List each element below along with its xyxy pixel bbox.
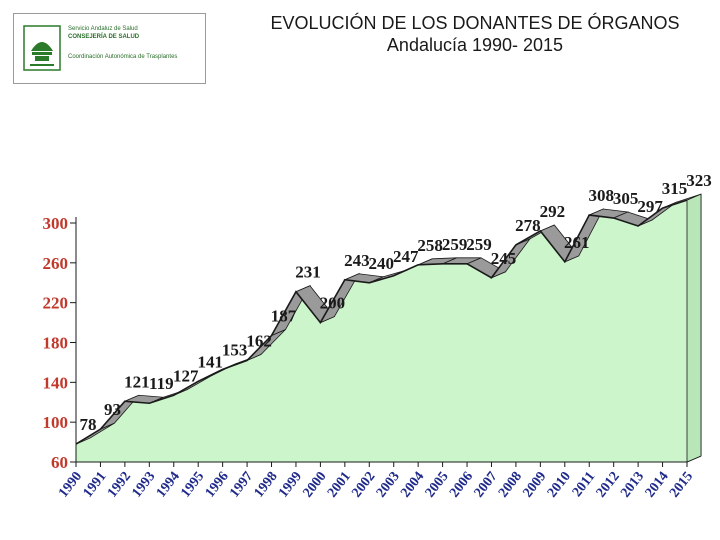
logo-box: Servicio Andaluz de Salud CONSEJERÍA DE … <box>13 13 206 84</box>
x-tick-label: 1991 <box>81 469 110 500</box>
x-tick-label: 2008 <box>496 469 525 500</box>
x-tick-label: 2000 <box>300 469 329 500</box>
data-value-label: 323 <box>686 171 712 190</box>
data-value-label: 240 <box>369 254 395 273</box>
data-value-label: 245 <box>491 249 517 268</box>
data-value-label: 141 <box>197 352 223 371</box>
x-tick-label: 2002 <box>349 469 378 500</box>
junta-andalucia-logo-icon <box>23 25 61 71</box>
data-value-label: 93 <box>104 400 121 419</box>
x-tick-label: 1996 <box>203 469 232 500</box>
data-value-label: 162 <box>246 331 272 350</box>
y-tick-label: 180 <box>43 334 69 353</box>
data-value-label: 127 <box>173 366 199 385</box>
chart-subtitle: Andalucía 1990- 2015 <box>386 35 564 55</box>
data-value-label: 258 <box>417 236 443 255</box>
data-value-label: 292 <box>540 202 566 221</box>
data-value-label: 247 <box>393 247 419 266</box>
data-value-label: 243 <box>344 251 370 270</box>
data-value-label: 121 <box>124 372 150 391</box>
data-value-label: 278 <box>515 216 541 235</box>
x-tick-label: 2010 <box>545 469 574 500</box>
logo-text: Servicio Andaluz de Salud CONSEJERÍA DE … <box>68 25 177 61</box>
area-front-edge <box>75 199 688 445</box>
x-tick-label: 1995 <box>178 469 207 500</box>
y-tick-label: 100 <box>43 413 69 432</box>
data-value-label: 119 <box>149 374 174 393</box>
area-layer <box>75 193 702 463</box>
x-tick-label: 2014 <box>643 469 672 500</box>
data-value-label: 259 <box>466 235 492 254</box>
area-fill <box>76 200 687 463</box>
data-value-label: 305 <box>613 189 639 208</box>
data-value-label: 153 <box>222 340 248 359</box>
y-tick-label: 60 <box>51 453 68 472</box>
x-tick-label: 2015 <box>667 469 696 500</box>
x-tick-label: 1994 <box>154 469 183 500</box>
y-tick-label: 300 <box>43 214 69 233</box>
x-tick-label: 1993 <box>129 469 158 500</box>
x-tick-label: 2009 <box>520 469 549 500</box>
data-value-label: 315 <box>662 179 688 198</box>
data-value-label: 78 <box>80 415 97 434</box>
x-tick-label: 2005 <box>423 469 452 500</box>
data-value-label: 261 <box>564 233 590 252</box>
chart-title: EVOLUCIÓN DE LOS DONANTES DE ÓRGANOS <box>270 13 680 33</box>
x-tick-label: 1998 <box>252 469 281 500</box>
data-value-label: 187 <box>271 307 297 326</box>
logo-line-3: Coordinación Autonómica de Trasplantes <box>68 54 178 60</box>
y-tick-label: 220 <box>43 294 69 313</box>
data-value-label: 231 <box>295 263 321 282</box>
x-tick-label: 2012 <box>594 469 623 500</box>
y-tick-label: 260 <box>43 254 69 273</box>
data-value-label: 259 <box>442 235 468 254</box>
logo-line-2: CONSEJERÍA DE SALUD <box>68 34 140 40</box>
data-value-label: 200 <box>320 294 346 313</box>
logo-line-1: Servicio Andaluz de Salud <box>68 26 138 32</box>
x-tick-label: 1999 <box>276 469 305 500</box>
x-tick-label: 2001 <box>325 469 354 500</box>
x-tick-label: 2004 <box>398 469 427 500</box>
x-tick-label: 1992 <box>105 469 134 500</box>
x-tick-label: 2007 <box>472 469 501 500</box>
x-tick-label: 1997 <box>227 469 256 500</box>
y-tick-label: 140 <box>43 373 69 392</box>
x-tick-label: 1990 <box>56 469 85 500</box>
x-tick-label: 2011 <box>570 469 599 500</box>
data-value-label: 297 <box>637 197 663 216</box>
data-value-label: 308 <box>588 186 614 205</box>
x-tick-label: 2006 <box>447 469 476 500</box>
area-right-face <box>686 193 702 463</box>
x-tick-label: 2003 <box>374 469 403 500</box>
x-tick-label: 2013 <box>618 469 647 500</box>
chart-title-block: EVOLUCIÓN DE LOS DONANTES DE ÓRGANOS And… <box>230 12 720 56</box>
